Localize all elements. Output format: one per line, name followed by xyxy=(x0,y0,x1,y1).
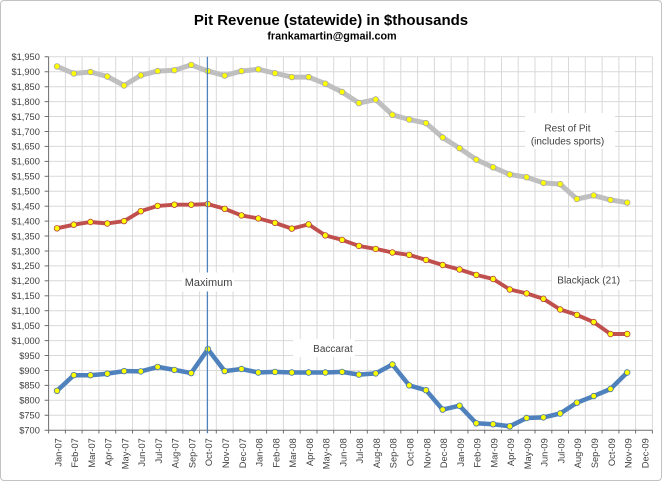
svg-text:$1,450: $1,450 xyxy=(11,202,39,212)
svg-text:$1,350: $1,350 xyxy=(11,231,39,241)
svg-text:(includes sports): (includes sports) xyxy=(531,137,604,148)
svg-text:$1,950: $1,950 xyxy=(11,52,39,62)
svg-text:$950: $950 xyxy=(19,351,40,361)
svg-text:Apr-08: Apr-08 xyxy=(305,438,315,466)
svg-text:$1,750: $1,750 xyxy=(11,112,39,122)
svg-text:May-07: May-07 xyxy=(120,438,130,469)
svg-text:Rest of Pit: Rest of Pit xyxy=(544,124,590,135)
svg-text:Feb-09: Feb-09 xyxy=(473,438,483,467)
svg-text:$1,650: $1,650 xyxy=(11,142,39,152)
svg-text:Dec-09: Dec-09 xyxy=(640,438,650,468)
svg-text:$1,200: $1,200 xyxy=(11,276,39,286)
svg-text:Pit Revenue (statewide) in $th: Pit Revenue (statewide) in $thousands xyxy=(194,12,468,29)
svg-text:$1,400: $1,400 xyxy=(11,216,39,226)
svg-text:Aug-09: Aug-09 xyxy=(573,438,583,468)
svg-text:Apr-09: Apr-09 xyxy=(506,438,516,466)
svg-text:$1,150: $1,150 xyxy=(11,291,39,301)
svg-text:Jul-09: Jul-09 xyxy=(557,438,567,463)
svg-text:Dec-08: Dec-08 xyxy=(439,438,449,468)
svg-text:$700: $700 xyxy=(19,426,40,436)
svg-text:May-09: May-09 xyxy=(523,438,533,469)
svg-text:$1,300: $1,300 xyxy=(11,246,39,256)
svg-text:Mar-09: Mar-09 xyxy=(489,438,499,467)
svg-text:Jan-07: Jan-07 xyxy=(53,438,63,466)
svg-text:$1,900: $1,900 xyxy=(11,67,39,77)
svg-text:$800: $800 xyxy=(19,396,40,406)
svg-text:$1,800: $1,800 xyxy=(11,97,39,107)
svg-text:$1,000: $1,000 xyxy=(11,336,39,346)
svg-text:Feb-08: Feb-08 xyxy=(271,438,281,467)
svg-text:Sep-08: Sep-08 xyxy=(389,438,399,468)
svg-text:Nov-08: Nov-08 xyxy=(422,438,432,468)
svg-text:$1,500: $1,500 xyxy=(11,187,39,197)
svg-text:Mar-08: Mar-08 xyxy=(288,438,298,467)
svg-text:Jan-08: Jan-08 xyxy=(255,438,265,466)
svg-text:Jul-08: Jul-08 xyxy=(355,438,365,463)
svg-text:$1,600: $1,600 xyxy=(11,157,39,167)
svg-text:Jun-09: Jun-09 xyxy=(540,438,550,466)
svg-text:Sep-09: Sep-09 xyxy=(590,438,600,468)
svg-text:Jun-07: Jun-07 xyxy=(137,438,147,466)
svg-text:Oct-08: Oct-08 xyxy=(406,438,416,466)
svg-text:Nov-09: Nov-09 xyxy=(624,438,634,468)
svg-text:Mar-07: Mar-07 xyxy=(87,438,97,467)
svg-text:$750: $750 xyxy=(19,411,40,421)
svg-text:Dec-07: Dec-07 xyxy=(238,438,248,468)
svg-text:Jan-09: Jan-09 xyxy=(456,438,466,466)
svg-text:Feb-07: Feb-07 xyxy=(70,438,80,467)
svg-text:Maximum: Maximum xyxy=(185,277,233,289)
svg-text:frankamartin@gmail.com: frankamartin@gmail.com xyxy=(267,31,396,43)
svg-text:Blackjack (21): Blackjack (21) xyxy=(557,276,620,287)
svg-text:$1,850: $1,850 xyxy=(11,82,39,92)
svg-text:Aug-07: Aug-07 xyxy=(171,438,181,468)
svg-text:$900: $900 xyxy=(19,366,40,376)
svg-text:Jun-08: Jun-08 xyxy=(338,438,348,466)
svg-text:Oct-09: Oct-09 xyxy=(607,438,617,466)
svg-text:$1,100: $1,100 xyxy=(11,306,39,316)
svg-text:Apr-07: Apr-07 xyxy=(104,438,114,466)
svg-text:Jul-07: Jul-07 xyxy=(154,438,164,463)
svg-text:$1,700: $1,700 xyxy=(11,127,39,137)
svg-text:Oct-07: Oct-07 xyxy=(204,438,214,466)
svg-text:Aug-08: Aug-08 xyxy=(372,438,382,468)
svg-text:May-08: May-08 xyxy=(322,438,332,469)
svg-text:Nov-07: Nov-07 xyxy=(221,438,231,468)
svg-text:Sep-07: Sep-07 xyxy=(188,438,198,468)
svg-text:$1,550: $1,550 xyxy=(11,172,39,182)
svg-text:$850: $850 xyxy=(19,381,40,391)
svg-text:$1,250: $1,250 xyxy=(11,261,39,271)
svg-text:$1,050: $1,050 xyxy=(11,321,39,331)
svg-text:Baccarat: Baccarat xyxy=(313,344,353,355)
